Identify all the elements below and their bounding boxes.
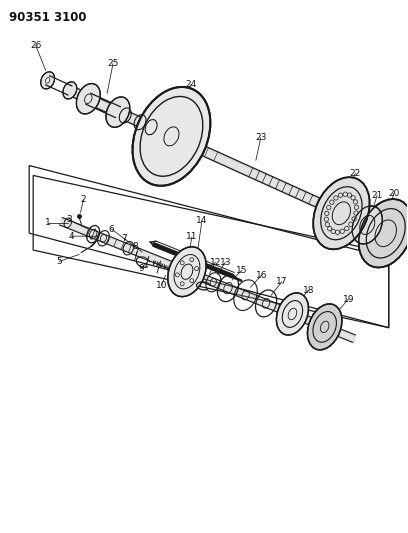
Text: 22: 22	[350, 169, 361, 178]
Text: 7: 7	[122, 234, 127, 243]
Ellipse shape	[133, 87, 211, 186]
Text: 26: 26	[30, 41, 42, 50]
Ellipse shape	[76, 84, 100, 114]
Text: 6: 6	[109, 224, 114, 233]
Text: 9: 9	[138, 264, 144, 273]
Text: 23: 23	[255, 133, 266, 142]
Text: 1: 1	[45, 219, 51, 227]
Ellipse shape	[276, 293, 308, 335]
Ellipse shape	[41, 72, 55, 89]
Text: 20: 20	[388, 189, 399, 198]
Ellipse shape	[313, 177, 370, 249]
Text: 25: 25	[107, 59, 119, 68]
Text: 12: 12	[210, 257, 221, 266]
Text: 3: 3	[67, 215, 72, 224]
Text: 18: 18	[303, 286, 314, 295]
Ellipse shape	[308, 304, 342, 350]
Text: 13: 13	[220, 258, 231, 267]
Text: 14: 14	[196, 216, 208, 225]
Text: 19: 19	[343, 295, 354, 303]
Text: 17: 17	[276, 277, 288, 286]
Ellipse shape	[359, 199, 408, 268]
Text: 90351 3100: 90351 3100	[9, 11, 87, 25]
Ellipse shape	[63, 82, 77, 99]
Text: 4: 4	[69, 232, 74, 240]
Ellipse shape	[168, 247, 206, 297]
Text: 15: 15	[236, 266, 248, 274]
Text: 24: 24	[186, 80, 197, 89]
Text: 5: 5	[56, 257, 62, 266]
Ellipse shape	[106, 97, 130, 127]
Text: 2: 2	[81, 195, 86, 204]
Text: 21: 21	[372, 191, 383, 199]
Ellipse shape	[352, 206, 382, 244]
Text: 10: 10	[156, 281, 167, 290]
Text: 11: 11	[186, 232, 198, 241]
Text: 8: 8	[132, 241, 138, 251]
Text: 16: 16	[256, 271, 267, 280]
